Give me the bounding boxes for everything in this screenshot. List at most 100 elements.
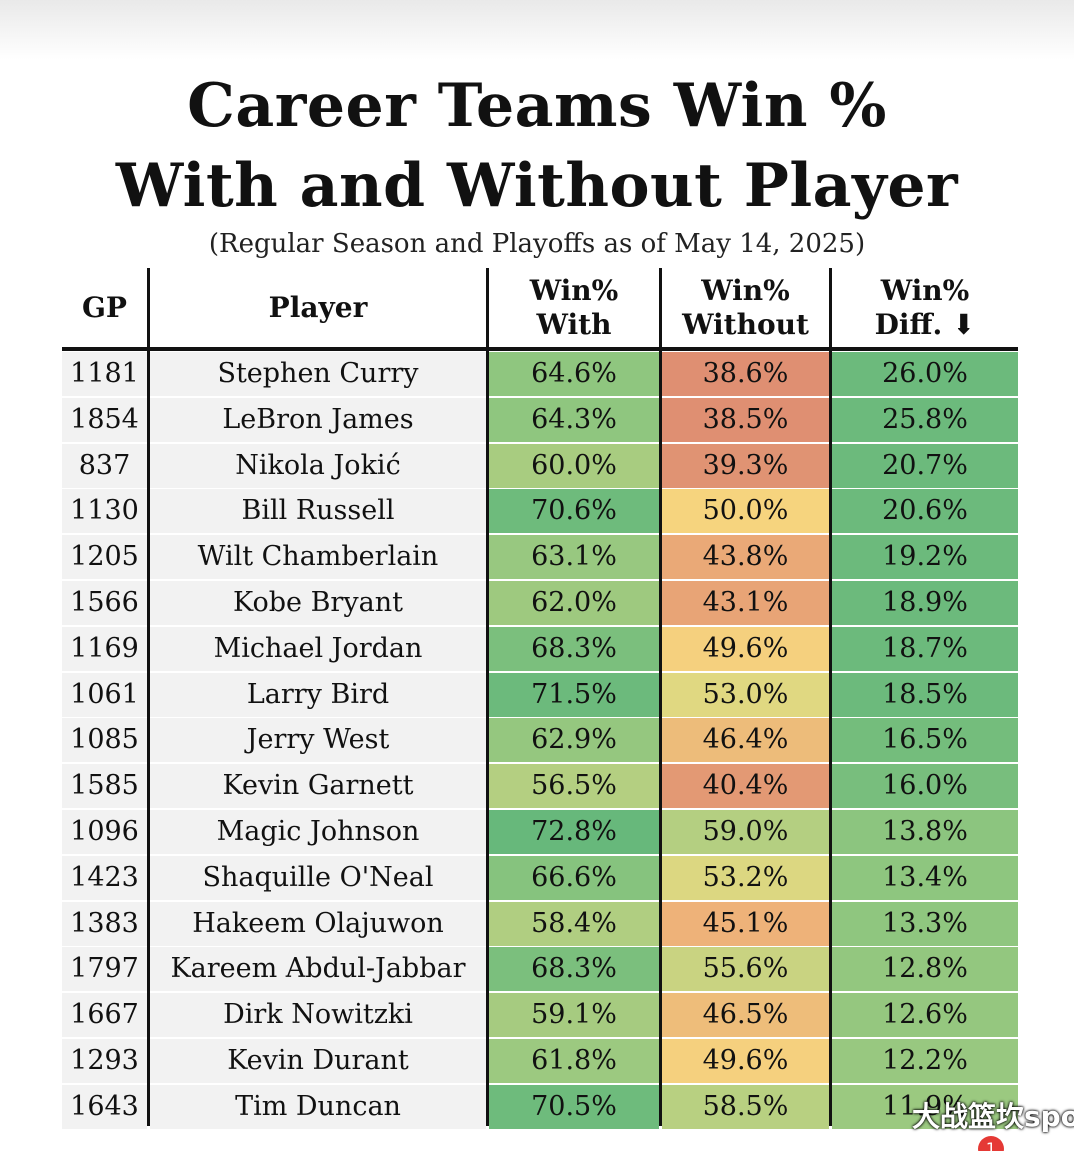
cell-gp: 1797 bbox=[62, 947, 147, 992]
cell-gp: 1585 bbox=[62, 764, 147, 809]
cell-gp: 1061 bbox=[62, 672, 147, 717]
cell-without: 50.0% bbox=[662, 489, 829, 534]
cell-gp: 1667 bbox=[62, 993, 147, 1038]
cell-gp: 1566 bbox=[62, 581, 147, 625]
table-row: 1566 Kobe Bryant 62.0% 43.1% 18.9% bbox=[62, 581, 1018, 627]
cell-player: Michael Jordan bbox=[150, 626, 486, 671]
cell-without: 38.5% bbox=[662, 397, 829, 442]
cell-player: Shaquille O'Neal bbox=[150, 855, 486, 900]
cell-without: 39.3% bbox=[662, 443, 829, 488]
cell-gp: 1854 bbox=[62, 397, 147, 442]
cell-diff: 18.9% bbox=[832, 581, 1018, 625]
cell-player: Dirk Nowitzki bbox=[150, 993, 486, 1038]
cell-with: 60.0% bbox=[489, 443, 659, 488]
header-gp: GP bbox=[62, 268, 147, 348]
cell-player: Kareem Abdul-Jabbar bbox=[150, 947, 486, 992]
header-gp-label: GP bbox=[82, 291, 127, 324]
table-row: 1667 Dirk Nowitzki 59.1% 46.5% 12.6% bbox=[62, 993, 1018, 1039]
table-row: 1205 Wilt Chamberlain 63.1% 43.8% 19.2% bbox=[62, 535, 1018, 581]
chart-title-line2: With and Without Player bbox=[115, 151, 959, 221]
cell-without: 49.6% bbox=[662, 1039, 829, 1083]
column-divider bbox=[147, 268, 150, 1126]
cell-gp: 1423 bbox=[62, 855, 147, 900]
table-row: 1643 Tim Duncan 70.5% 58.5% 11.9% bbox=[62, 1084, 1018, 1131]
table-row: 1169 Michael Jordan 68.3% 49.6% 18.7% bbox=[62, 626, 1018, 673]
cell-with: 56.5% bbox=[489, 764, 659, 809]
top-fade bbox=[0, 0, 1074, 60]
cell-without: 38.6% bbox=[662, 352, 829, 396]
header-win-with-line2: With bbox=[536, 308, 612, 341]
cell-with: 62.0% bbox=[489, 581, 659, 625]
cell-player: Kobe Bryant bbox=[150, 581, 486, 625]
table-row: 1585 Kevin Garnett 56.5% 40.4% 16.0% bbox=[62, 764, 1018, 810]
header-win-without-line2: Without bbox=[682, 308, 809, 341]
cell-diff: 16.0% bbox=[832, 764, 1018, 809]
cell-diff: 16.5% bbox=[832, 718, 1018, 763]
cell-without: 43.1% bbox=[662, 581, 829, 625]
cell-with: 63.1% bbox=[489, 535, 659, 580]
cell-with: 64.3% bbox=[489, 397, 659, 442]
table-row: 1085 Jerry West 62.9% 46.4% 16.5% bbox=[62, 718, 1018, 764]
table-row: 1181 Stephen Curry 64.6% 38.6% 26.0% bbox=[62, 352, 1018, 398]
header-win-without-line1: Win% bbox=[701, 274, 790, 307]
header-player: Player bbox=[150, 268, 486, 348]
cell-gp: 1643 bbox=[62, 1084, 147, 1129]
column-divider bbox=[829, 268, 832, 1126]
cell-with: 71.5% bbox=[489, 672, 659, 717]
table-row: 837 Nikola Jokić 60.0% 39.3% 20.7% bbox=[62, 443, 1018, 490]
cell-diff: 12.8% bbox=[832, 947, 1018, 992]
cell-player: Nikola Jokić bbox=[150, 443, 486, 488]
table-row: 1797 Kareem Abdul-Jabbar 68.3% 55.6% 12.8% bbox=[62, 947, 1018, 993]
header-rule bbox=[62, 347, 1018, 351]
cell-gp: 1085 bbox=[62, 718, 147, 763]
cell-without: 46.5% bbox=[662, 993, 829, 1038]
cell-diff: 12.2% bbox=[832, 1039, 1018, 1083]
cell-with: 64.6% bbox=[489, 352, 659, 396]
cell-gp: 837 bbox=[62, 443, 147, 488]
cell-with: 72.8% bbox=[489, 810, 659, 854]
cell-player: Jerry West bbox=[150, 718, 486, 763]
cell-diff: 12.6% bbox=[832, 993, 1018, 1038]
watermark-logo-icon: 1 bbox=[978, 1136, 1004, 1151]
cell-diff: 18.7% bbox=[832, 626, 1018, 671]
header-win-with: Win% With bbox=[489, 268, 659, 348]
cell-without: 40.4% bbox=[662, 764, 829, 809]
header-win-with-line1: Win% bbox=[529, 274, 619, 307]
cell-gp: 1096 bbox=[62, 810, 147, 854]
cell-with: 70.6% bbox=[489, 489, 659, 534]
cell-diff: 13.8% bbox=[832, 810, 1018, 854]
cell-diff: 13.4% bbox=[832, 855, 1018, 900]
table-row: 1061 Larry Bird 71.5% 53.0% 18.5% bbox=[62, 672, 1018, 719]
cell-without: 49.6% bbox=[662, 626, 829, 671]
cell-player: Tim Duncan bbox=[150, 1084, 486, 1129]
cell-with: 70.5% bbox=[489, 1084, 659, 1129]
table-row: 1423 Shaquille O'Neal 66.6% 53.2% 13.4% bbox=[62, 855, 1018, 902]
table-row: 1383 Hakeem Olajuwon 58.4% 45.1% 13.3% bbox=[62, 901, 1018, 948]
watermark-text: 大战篮坎sports bbox=[912, 1100, 1074, 1133]
cell-diff: 18.5% bbox=[832, 672, 1018, 717]
cell-diff: 20.7% bbox=[832, 443, 1018, 488]
header-win-diff-line2: Diff. ⬇ bbox=[874, 308, 976, 341]
cell-player: Kevin Durant bbox=[150, 1039, 486, 1083]
table-row: 1854 LeBron James 64.3% 38.5% 25.8% bbox=[62, 397, 1018, 444]
cell-diff: 19.2% bbox=[832, 535, 1018, 580]
cell-with: 66.6% bbox=[489, 855, 659, 900]
cell-without: 53.0% bbox=[662, 672, 829, 717]
chart-subtitle: (Regular Season and Playoffs as of May 1… bbox=[208, 229, 866, 259]
cell-gp: 1169 bbox=[62, 626, 147, 671]
cell-player: Larry Bird bbox=[150, 672, 486, 717]
cell-with: 68.3% bbox=[489, 947, 659, 992]
header-player-label: Player bbox=[268, 291, 368, 324]
cell-with: 61.8% bbox=[489, 1039, 659, 1083]
cell-without: 55.6% bbox=[662, 947, 829, 992]
cell-with: 59.1% bbox=[489, 993, 659, 1038]
header-win-without: Win% Without bbox=[662, 268, 829, 348]
cell-gp: 1293 bbox=[62, 1039, 147, 1083]
cell-player: Hakeem Olajuwon bbox=[150, 901, 486, 946]
cell-gp: 1383 bbox=[62, 901, 147, 946]
cell-diff: 26.0% bbox=[832, 352, 1018, 396]
cell-player: Wilt Chamberlain bbox=[150, 535, 486, 580]
cell-gp: 1205 bbox=[62, 535, 147, 580]
cell-player: Kevin Garnett bbox=[150, 764, 486, 809]
cell-diff: 20.6% bbox=[832, 489, 1018, 534]
